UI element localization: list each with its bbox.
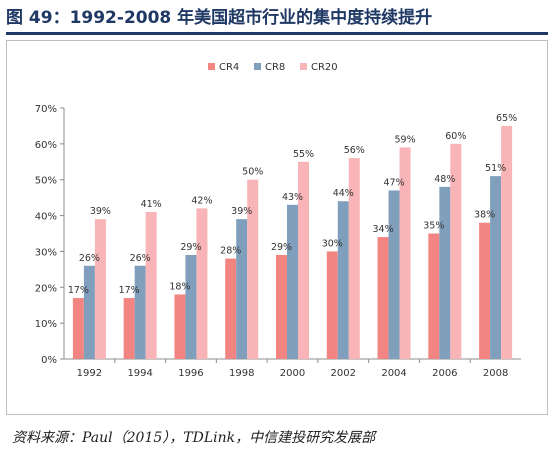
- bar-cr4: [479, 222, 491, 359]
- data-label: 26%: [79, 253, 100, 264]
- data-label: 29%: [271, 242, 292, 253]
- bar-cr8: [490, 176, 502, 359]
- bar-cr20: [399, 147, 411, 359]
- bar-cr8: [185, 255, 197, 359]
- bar-cr4: [174, 294, 186, 359]
- data-label: 44%: [333, 188, 354, 199]
- bar-cr20: [94, 219, 106, 359]
- x-tick-label: 2004: [381, 368, 406, 379]
- data-label: 34%: [372, 224, 393, 235]
- bar-cr20: [501, 125, 513, 359]
- data-label: 41%: [141, 199, 162, 210]
- data-label: 56%: [344, 145, 365, 156]
- bar-cr4: [123, 298, 135, 359]
- data-label: 17%: [119, 285, 140, 296]
- bar-cr4: [326, 251, 338, 359]
- bar-chart: CR4 CR8 CR20 0% 10% 20% 30% 40% 50% 60% 70% 1992 19…: [6, 40, 548, 415]
- bar-cr4: [72, 298, 84, 359]
- data-label: 35%: [423, 221, 444, 232]
- data-labels: 17% 26% 39% 17% 26% 41% 18% 29% 42% 28% 39% 50% 29% 4…: [68, 113, 517, 296]
- bar-cr4: [225, 258, 237, 359]
- data-label: 30%: [322, 238, 343, 249]
- data-label: 65%: [496, 113, 517, 124]
- bar-cr20: [450, 143, 462, 359]
- data-label: 17%: [68, 285, 89, 296]
- data-label: 50%: [242, 167, 263, 178]
- bar-cr4: [276, 255, 287, 359]
- y-tick-label: 20%: [35, 283, 57, 294]
- x-tick-label: 2006: [432, 368, 457, 379]
- x-tick-label: 2002: [331, 368, 356, 379]
- y-tick-label: 60%: [35, 140, 57, 151]
- title-rule: [6, 32, 548, 35]
- bar-cr4: [377, 237, 389, 359]
- data-label: 43%: [282, 192, 303, 203]
- legend-swatch-cr8: [254, 63, 261, 70]
- chart-area: CR4 CR8 CR20 0% 10% 20% 30% 40% 50% 60% 70% 1992 19…: [6, 40, 548, 415]
- legend-label-cr8: CR8: [265, 62, 285, 73]
- data-label: 29%: [180, 242, 201, 253]
- data-label: 55%: [293, 149, 314, 160]
- bar-cr8: [134, 265, 146, 359]
- bar-cr8: [337, 201, 349, 359]
- data-label: 48%: [434, 174, 455, 185]
- data-label: 28%: [220, 246, 241, 257]
- bar-cr8: [287, 204, 298, 359]
- data-label: 60%: [445, 131, 466, 142]
- x-tick-label: 1992: [77, 368, 102, 379]
- legend-swatch-cr20: [300, 63, 307, 70]
- data-label: 39%: [231, 206, 252, 217]
- x-tick-label: 1996: [178, 368, 203, 379]
- figure-title: 图 49：1992-2008 年美国超市行业的集中度持续提升: [6, 8, 433, 28]
- bar-cr20: [298, 161, 309, 359]
- data-label: 39%: [90, 206, 111, 217]
- data-label: 51%: [485, 163, 506, 174]
- bar-cr8: [439, 186, 451, 359]
- bar-cr20: [196, 208, 208, 359]
- y-tick-label: 50%: [35, 176, 57, 187]
- y-tick-label: 10%: [35, 319, 57, 330]
- data-label: 26%: [130, 253, 151, 264]
- legend: CR4 CR8 CR20: [208, 62, 338, 73]
- data-label: 47%: [383, 177, 404, 188]
- x-tick-label: 2008: [483, 368, 508, 379]
- x-tick-label: 2000: [280, 368, 305, 379]
- legend-swatch-cr4: [208, 63, 215, 70]
- data-label: 18%: [169, 281, 190, 292]
- bar-cr8: [388, 190, 400, 359]
- y-tick-label: 0%: [41, 355, 57, 366]
- source-note: 资料来源：Paul（2015），TDLink，中信建投研究发展部: [12, 430, 376, 446]
- bar-cr4: [428, 233, 440, 359]
- bar-cr8: [236, 219, 248, 359]
- legend-label-cr20: CR20: [311, 62, 338, 73]
- bar-cr20: [145, 211, 157, 359]
- data-label: 59%: [394, 134, 415, 145]
- data-label: 42%: [191, 195, 212, 206]
- x-tick-label: 1994: [127, 368, 152, 379]
- x-tick-label: 1998: [229, 368, 254, 379]
- y-tick-label: 30%: [35, 247, 57, 258]
- bar-cr20: [348, 158, 360, 359]
- bars: [72, 125, 513, 359]
- y-tick-label: 40%: [35, 212, 57, 223]
- bar-cr8: [83, 265, 95, 359]
- bar-cr20: [247, 179, 259, 359]
- legend-label-cr4: CR4: [219, 62, 239, 73]
- data-label: 38%: [474, 210, 495, 221]
- y-tick-label: 70%: [35, 104, 57, 115]
